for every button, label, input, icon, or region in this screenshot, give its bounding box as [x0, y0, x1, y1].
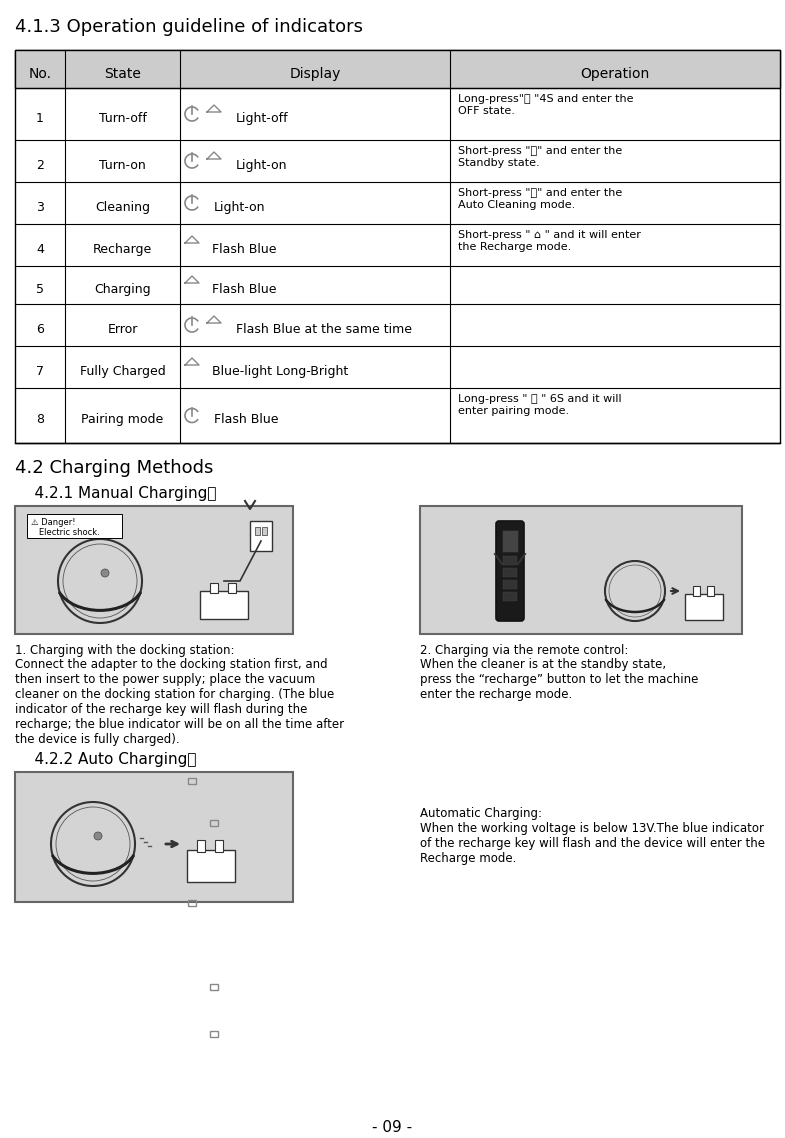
Text: Recharge: Recharge — [93, 242, 152, 256]
Bar — [187, 850, 235, 882]
Bar — [685, 594, 723, 620]
Bar — [503, 580, 517, 589]
Text: Fully Charged: Fully Charged — [79, 364, 166, 378]
Bar — [200, 591, 248, 619]
Text: Pairing mode: Pairing mode — [82, 413, 163, 426]
Bar — [27, 514, 122, 538]
Bar — [188, 860, 196, 866]
Bar — [420, 506, 742, 634]
Text: Flash Blue: Flash Blue — [214, 413, 279, 426]
Text: ⚠ Danger!
   Electric shock.: ⚠ Danger! Electric shock. — [31, 518, 100, 537]
Bar — [503, 592, 517, 601]
Text: 4.2 Charging Methods: 4.2 Charging Methods — [15, 459, 214, 477]
Bar — [255, 527, 260, 535]
Text: Long-press " ⏻ " 6S and it will
enter pairing mode.: Long-press " ⏻ " 6S and it will enter pa… — [458, 394, 622, 415]
Text: 5: 5 — [36, 282, 44, 296]
Text: 4.2.2 Auto Charging：: 4.2.2 Auto Charging： — [15, 752, 196, 767]
Text: Short-press "⏻" and enter the
Standby state.: Short-press "⏻" and enter the Standby st… — [458, 146, 623, 167]
Text: 1: 1 — [36, 112, 44, 124]
Text: When the working voltage is below 13V.The blue indicator
of the recharge key wil: When the working voltage is below 13V.Th… — [420, 822, 765, 865]
Text: 2: 2 — [36, 158, 44, 172]
Text: Short-press " ⌂ " and it will enter
the Recharge mode.: Short-press " ⌂ " and it will enter the … — [458, 230, 641, 251]
Text: Charging: Charging — [94, 282, 151, 296]
Bar — [503, 568, 517, 577]
Bar — [210, 583, 218, 593]
Text: 4.1.3 Operation guideline of indicators: 4.1.3 Operation guideline of indicators — [15, 18, 363, 36]
Text: Light-on: Light-on — [236, 158, 287, 172]
Bar — [197, 840, 205, 852]
Text: 1. Charging with the docking station:: 1. Charging with the docking station: — [15, 644, 235, 657]
Text: 4.2.1 Manual Charging：: 4.2.1 Manual Charging： — [15, 486, 217, 501]
Text: Display: Display — [290, 67, 341, 81]
Text: Operation: Operation — [580, 67, 650, 81]
Text: Short-press "⏻" and enter the
Auto Cleaning mode.: Short-press "⏻" and enter the Auto Clean… — [458, 188, 623, 209]
Text: Turn-off: Turn-off — [99, 112, 147, 124]
Text: Cleaning: Cleaning — [95, 200, 150, 214]
Text: Blue-light Long-Bright: Blue-light Long-Bright — [212, 364, 349, 378]
Text: Automatic Charging:: Automatic Charging: — [420, 807, 542, 820]
Bar — [210, 819, 218, 825]
Text: Flash Blue: Flash Blue — [212, 242, 276, 256]
Bar — [15, 50, 780, 443]
Text: 6: 6 — [36, 322, 44, 336]
Bar — [502, 530, 518, 552]
Text: 3: 3 — [36, 200, 44, 214]
Text: State: State — [104, 67, 141, 81]
FancyBboxPatch shape — [496, 521, 524, 621]
Bar — [693, 586, 700, 596]
Text: Turn-on: Turn-on — [99, 158, 146, 172]
Text: Flash Blue at the same time: Flash Blue at the same time — [236, 322, 412, 336]
Bar — [250, 521, 272, 551]
Text: 4: 4 — [36, 242, 44, 256]
Text: Light-on: Light-on — [214, 200, 265, 214]
Circle shape — [101, 569, 109, 577]
Text: 2. Charging via the remote control:: 2. Charging via the remote control: — [420, 644, 628, 657]
Text: - 09 -: - 09 - — [372, 1120, 413, 1135]
Text: Connect the adapter to the docking station first, and
then insert to the power s: Connect the adapter to the docking stati… — [15, 658, 344, 747]
Text: Long-press"⏻ "4S and enter the
OFF state.: Long-press"⏻ "4S and enter the OFF state… — [458, 94, 633, 116]
Text: 7: 7 — [36, 364, 44, 378]
Text: When the cleaner is at the standby state,
press the “recharge” button to let the: When the cleaner is at the standby state… — [420, 658, 699, 701]
Text: Light-off: Light-off — [236, 112, 289, 124]
Text: Error: Error — [108, 322, 137, 336]
Bar — [262, 527, 267, 535]
Text: No.: No. — [28, 67, 52, 81]
Bar — [15, 772, 293, 902]
Bar — [188, 778, 196, 783]
Bar — [15, 506, 293, 634]
Bar — [707, 586, 714, 596]
Text: 8: 8 — [36, 413, 44, 426]
Circle shape — [94, 832, 102, 840]
Bar — [210, 1031, 218, 1037]
Text: Flash Blue: Flash Blue — [212, 282, 276, 296]
Bar — [188, 900, 196, 906]
Bar — [15, 50, 780, 88]
Bar — [210, 984, 218, 990]
Bar — [503, 556, 517, 564]
Bar — [228, 583, 236, 593]
Bar — [215, 840, 223, 852]
